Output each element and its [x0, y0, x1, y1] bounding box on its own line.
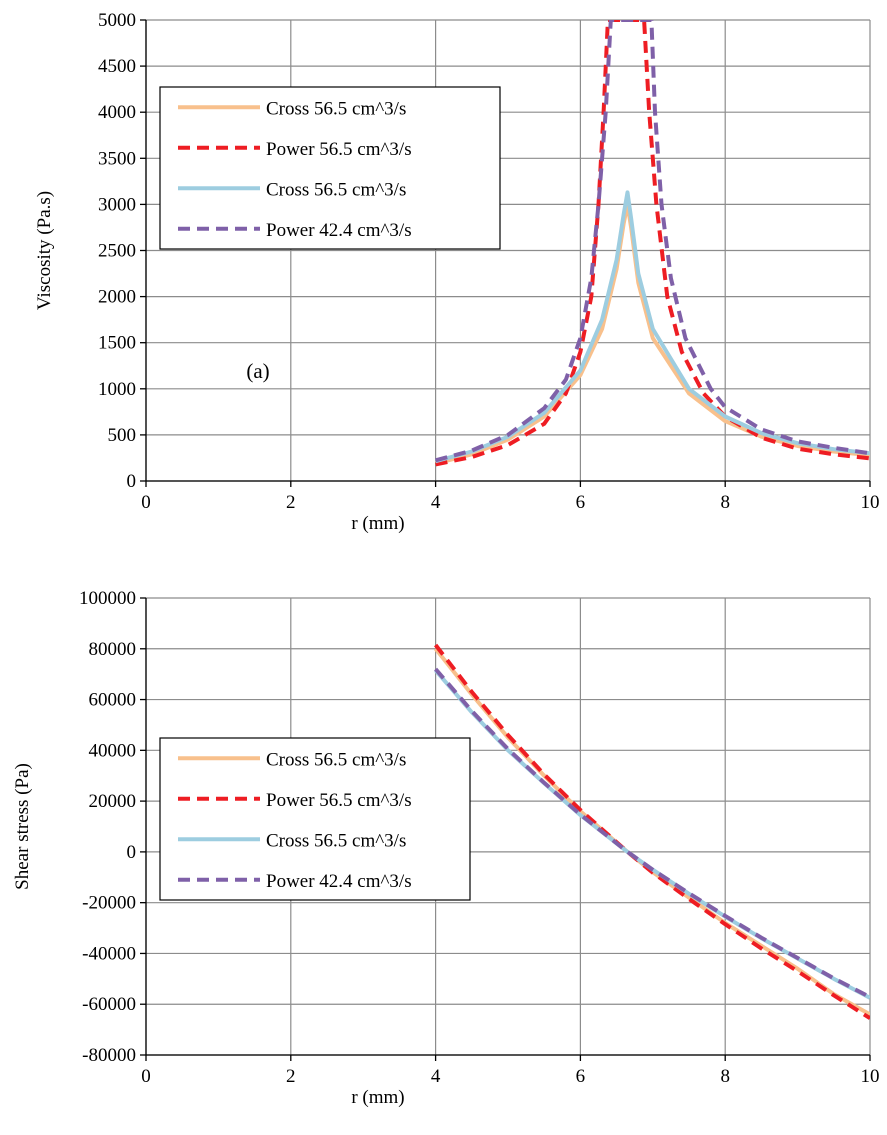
legend-label-1: Cross 56.5 cm^3/s — [266, 98, 406, 119]
y-tick-label: 80000 — [89, 639, 137, 660]
series-line-2 — [434, 643, 870, 1020]
legend-label-3: Cross 56.5 cm^3/s — [266, 179, 406, 200]
legend-label-1: Cross 56.5 cm^3/s — [266, 749, 406, 770]
legend: Cross 56.5 cm^3/s Power 56.5 cm^3/s Cross … — [159, 737, 471, 901]
x-tick-label: 2 — [286, 1066, 296, 1087]
x-tick-label: 2 — [286, 492, 296, 513]
series-line-1 — [434, 647, 870, 1017]
x-tick-label: 6 — [576, 492, 586, 513]
y-tick-label: -60000 — [82, 994, 136, 1015]
y-tick-label: 100000 — [79, 588, 136, 609]
x-tick-label: 10 — [861, 492, 880, 513]
legend-label-4: Power 42.4 cm^3/s — [266, 871, 412, 892]
y-axis-title: Viscosity (Pa.s) — [34, 191, 55, 310]
shear-stress-chart: 0 2 4 6 8 10 -80000 -60000 -40000 -20000 0 20000 400… — [12, 588, 880, 1108]
legend-box — [159, 737, 471, 901]
y-tick-label: 5000 — [98, 10, 136, 31]
legend-box — [159, 86, 501, 250]
series-line-4 — [435, 20, 870, 463]
x-tick-label: 6 — [576, 1066, 586, 1087]
y-tick-label: -80000 — [82, 1045, 136, 1066]
x-tick-label: 4 — [431, 492, 441, 513]
panel-label: (a) — [246, 359, 269, 383]
y-axis-title: Shear stress (Pa) — [12, 763, 33, 890]
x-axis-title: r (mm) — [351, 513, 404, 534]
legend-label-4: Power 42.4 cm^3/s — [266, 220, 412, 241]
legend-label-2: Power 56.5 cm^3/s — [266, 139, 412, 160]
series-line-3 — [434, 669, 870, 1000]
legend: Cross 56.5 cm^3/s Power 56.5 cm^3/s Cross … — [159, 86, 501, 250]
y-tick-label: 3000 — [98, 194, 136, 215]
x-tick-label: 0 — [141, 492, 151, 513]
y-tick-label: 20000 — [89, 791, 137, 812]
x-tick-label: 4 — [431, 1066, 441, 1087]
y-tick-label: 4500 — [98, 56, 136, 77]
series-group — [434, 643, 870, 1020]
y-tick-label: 500 — [108, 425, 137, 446]
x-tick-label: 0 — [141, 1066, 151, 1087]
series-group — [435, 20, 870, 467]
series-line-1 — [435, 202, 870, 466]
y-tick-label: 40000 — [89, 740, 137, 761]
x-tick-label: 8 — [720, 1066, 730, 1087]
x-tick-label: 8 — [720, 492, 730, 513]
legend-label-3: Cross 56.5 cm^3/s — [266, 830, 406, 851]
gridlines — [145, 19, 871, 482]
y-tick-label: 1500 — [98, 333, 136, 354]
y-tick-label: 2000 — [98, 287, 136, 308]
y-tick-label: 0 — [127, 471, 137, 492]
y-tick-label: 4000 — [98, 102, 136, 123]
x-tick-label: 10 — [861, 1066, 880, 1087]
viscosity-chart: 0 2 4 6 8 10 0 500 1000 1500 2000 2500 3000 3500 4000 4… — [34, 10, 880, 534]
y-tick-label: 60000 — [89, 690, 137, 711]
y-tick-label: 0 — [127, 842, 137, 863]
series-line-4 — [434, 667, 870, 999]
y-tick-label: 2500 — [98, 241, 136, 262]
y-tick-label: -40000 — [82, 943, 136, 964]
y-tick-label: -20000 — [82, 893, 136, 914]
y-tick-label: 3500 — [98, 148, 136, 169]
y-tick-label: 1000 — [98, 379, 136, 400]
legend-label-2: Power 56.5 cm^3/s — [266, 790, 412, 811]
series-line-2 — [435, 20, 870, 467]
series-line-3 — [435, 190, 870, 464]
x-axis-title: r (mm) — [351, 1087, 404, 1108]
